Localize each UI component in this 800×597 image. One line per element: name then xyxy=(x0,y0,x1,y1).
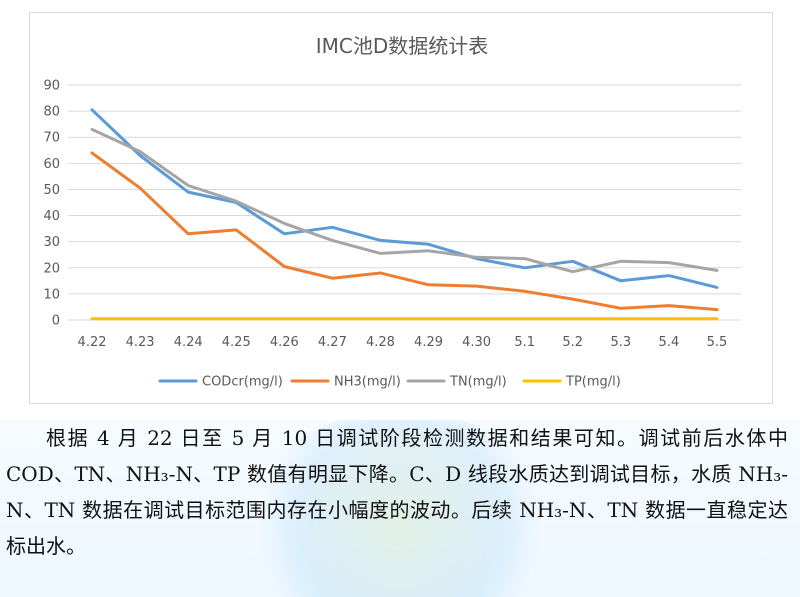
x-tick-label: 4.26 xyxy=(270,335,299,350)
chart-area: IMC池D数据统计表 0 10 20 30 40 50 60 70 80 90 4.22 4.23 4.2… xyxy=(29,12,773,404)
x-tick-label: 5.2 xyxy=(562,335,583,350)
x-tick-label: 5.3 xyxy=(610,335,631,350)
description-paragraph: 根据 4 月 22 日至 5 月 10 日调试阶段检测数据和结果可知。调试前后水… xyxy=(0,420,800,597)
x-tick-label: 4.23 xyxy=(126,335,155,350)
series-line-2 xyxy=(90,127,719,274)
x-tick-label: 4.24 xyxy=(174,335,203,350)
y-tick-label: 30 xyxy=(43,235,60,250)
y-tick-label: 60 xyxy=(43,157,60,172)
x-tick-label: 4.30 xyxy=(462,335,491,350)
y-tick-label: 10 xyxy=(43,287,60,302)
x-tick-label: 5.4 xyxy=(659,335,680,350)
legend-label: CODcr(mg/l) xyxy=(202,375,283,390)
x-tick-label: 5.1 xyxy=(514,335,535,350)
line-chart: IMC池D数据统计表 0 10 20 30 40 50 60 70 80 90 4.22 4.23 4.2… xyxy=(43,34,741,390)
x-tick-label: 4.27 xyxy=(318,335,347,350)
x-tick-label: 4.29 xyxy=(414,335,443,350)
chart-title: IMC池D数据统计表 xyxy=(316,34,489,58)
description-text: 根据 4 月 22 日至 5 月 10 日调试阶段检测数据和结果可知。调试前后水… xyxy=(6,426,788,558)
y-tick-label: 40 xyxy=(43,209,60,224)
x-tick-label: 5.5 xyxy=(707,335,728,350)
y-tick-label: 20 xyxy=(43,261,60,276)
y-tick-label: 80 xyxy=(43,105,60,120)
y-tick-label: 90 xyxy=(43,79,60,94)
y-tick-label: 50 xyxy=(43,183,60,198)
x-tick-label: 4.25 xyxy=(222,335,251,350)
legend-label: TN(mg/l) xyxy=(449,375,507,390)
legend-label: NH3(mg/l) xyxy=(334,375,401,390)
x-tick-label: 4.28 xyxy=(366,335,395,350)
series-line-1 xyxy=(90,151,719,312)
legend-label: TP(mg/l) xyxy=(565,375,621,390)
y-tick-label: 70 xyxy=(43,131,60,146)
series-line-0 xyxy=(90,108,719,289)
x-tick-label: 4.22 xyxy=(78,335,107,350)
y-tick-label: 0 xyxy=(52,314,60,329)
